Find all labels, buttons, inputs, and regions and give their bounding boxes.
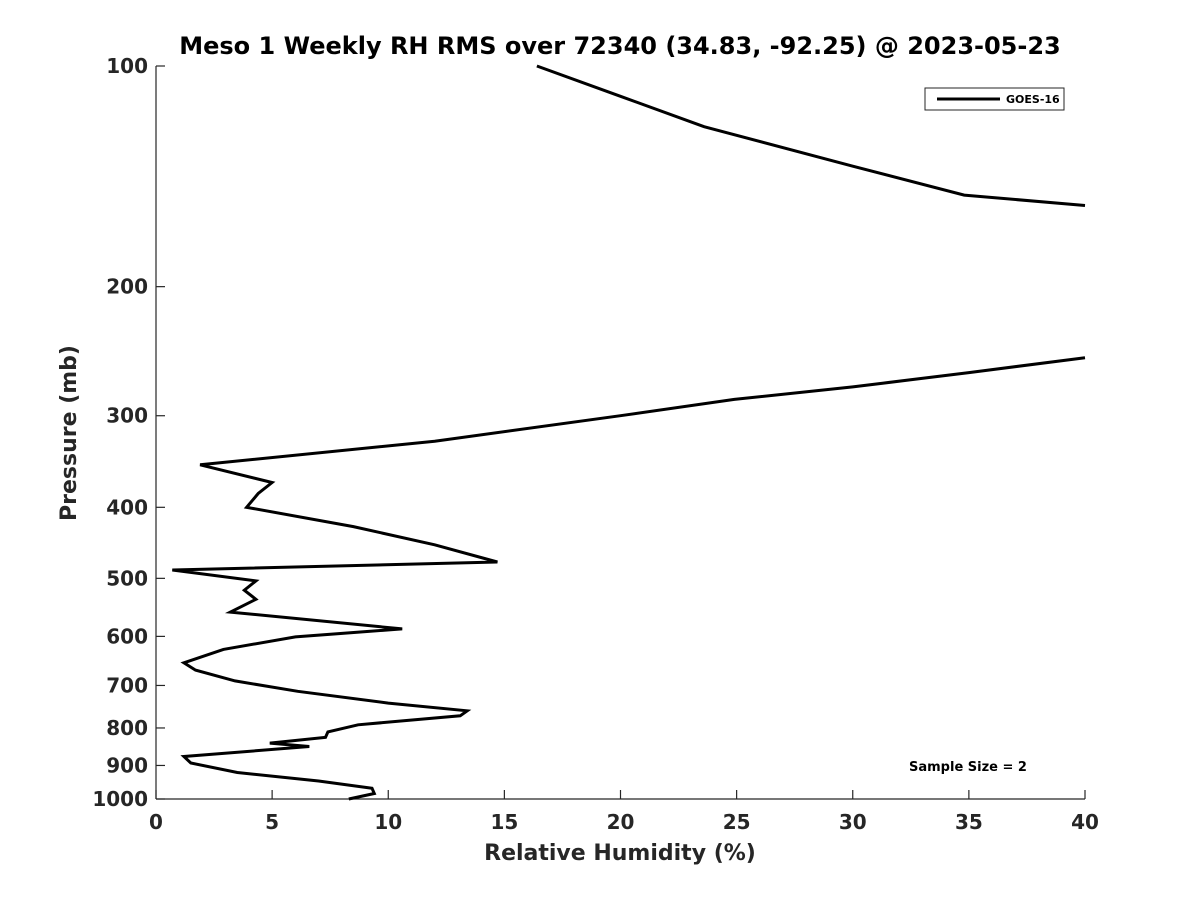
series-line-goes-16-segment-1 [536,64,1086,207]
y-axis-ticks: 100 200 300 400 500 600 700 800 900 1000 [92,54,165,811]
x-tick-label: 5 [265,810,279,834]
series-layer [172,64,1086,801]
x-tick-label: 40 [1071,810,1099,834]
series-line-goes-16-segment-2 [172,356,1086,801]
x-axis-ticks: 0 5 10 15 20 25 30 35 40 [149,790,1099,834]
x-tick-label: 35 [955,810,983,834]
y-tick-label: 200 [106,275,148,299]
x-tick-label: 30 [839,810,867,834]
y-tick-label: 300 [106,404,148,428]
x-tick-label: 0 [149,810,163,834]
y-axis-label: Pressure (mb) [57,345,82,521]
x-tick-label: 10 [374,810,402,834]
x-tick-label: 20 [607,810,635,834]
legend: GOES-16 [924,87,1065,111]
x-axis-label: Relative Humidity (%) [484,841,756,866]
y-tick-label: 500 [106,566,148,590]
legend-label-goes-16: GOES-16 [1006,93,1060,106]
y-tick-label: 600 [106,624,148,648]
y-tick-label: 900 [106,753,148,777]
y-tick-label: 400 [106,495,148,519]
chart-title: Meso 1 Weekly RH RMS over 72340 (34.83, … [179,32,1061,60]
x-tick-label: 25 [723,810,751,834]
sample-size-annotation: Sample Size = 2 [909,760,1027,775]
y-tick-label: 800 [106,716,148,740]
y-tick-label: 1000 [92,787,148,811]
y-tick-label: 700 [106,673,148,697]
y-tick-label: 100 [106,54,148,78]
x-tick-label: 15 [490,810,518,834]
